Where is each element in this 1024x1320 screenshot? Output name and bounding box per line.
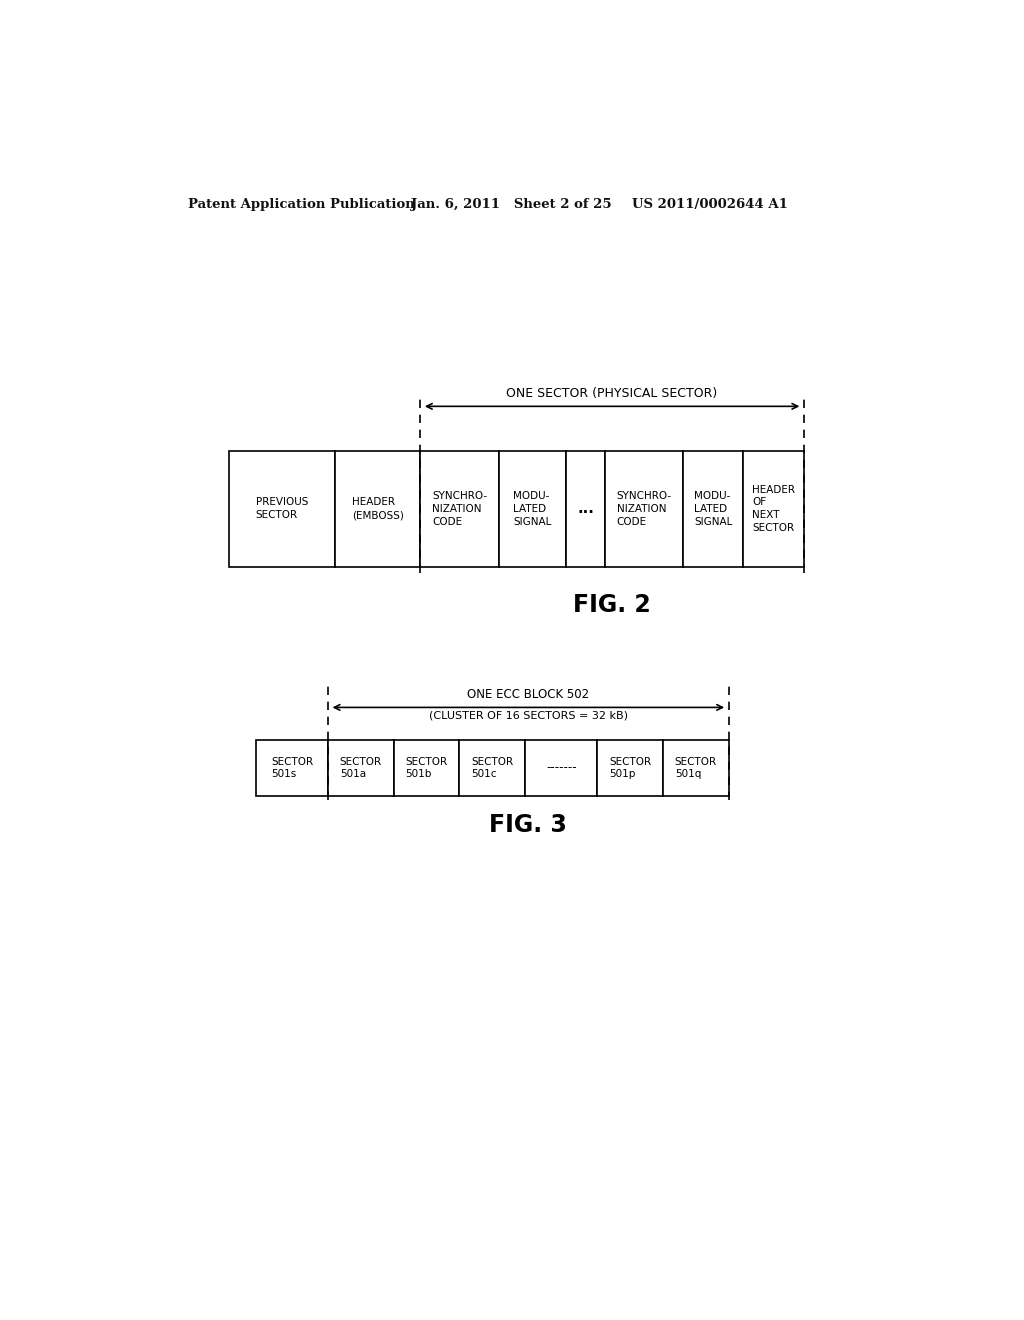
Bar	[683, 451, 743, 566]
Bar	[335, 451, 421, 566]
Bar	[228, 451, 335, 566]
Text: SECTOR
501q: SECTOR 501q	[675, 756, 717, 779]
Text: FIG. 3: FIG. 3	[489, 813, 567, 837]
Text: FIG. 2: FIG. 2	[573, 594, 651, 618]
Text: SECTOR
501a: SECTOR 501a	[340, 756, 382, 779]
Bar	[394, 739, 460, 796]
Text: HEADER
OF
NEXT
SECTOR: HEADER OF NEXT SECTOR	[752, 484, 795, 533]
Text: SECTOR
501s: SECTOR 501s	[271, 756, 313, 779]
Text: MODU-
LATED
SIGNAL: MODU- LATED SIGNAL	[694, 491, 732, 527]
Bar	[597, 739, 663, 796]
Text: PREVIOUS
SECTOR: PREVIOUS SECTOR	[256, 498, 308, 520]
Text: SECTOR
501b: SECTOR 501b	[406, 756, 447, 779]
Bar	[256, 739, 328, 796]
Bar	[663, 739, 729, 796]
Bar	[499, 451, 566, 566]
Text: SYNCHRO-
NIZATION
CODE: SYNCHRO- NIZATION CODE	[432, 491, 487, 527]
Bar	[460, 739, 525, 796]
Text: ONE ECC BLOCK 502: ONE ECC BLOCK 502	[467, 688, 590, 701]
Bar	[605, 451, 683, 566]
Text: SECTOR
501p: SECTOR 501p	[609, 756, 651, 779]
Text: ONE SECTOR (PHYSICAL SECTOR): ONE SECTOR (PHYSICAL SECTOR)	[507, 387, 718, 400]
Text: HEADER
(EMBOSS): HEADER (EMBOSS)	[352, 498, 403, 520]
Bar	[421, 451, 499, 566]
Text: Patent Application Publication: Patent Application Publication	[188, 198, 415, 211]
Text: -------: -------	[546, 762, 577, 775]
Text: MODU-
LATED
SIGNAL: MODU- LATED SIGNAL	[513, 491, 552, 527]
Text: US 2011/0002644 A1: US 2011/0002644 A1	[632, 198, 787, 211]
Text: SYNCHRO-
NIZATION
CODE: SYNCHRO- NIZATION CODE	[616, 491, 672, 527]
Bar	[566, 451, 605, 566]
Text: (CLUSTER OF 16 SECTORS = 32 kB): (CLUSTER OF 16 SECTORS = 32 kB)	[429, 710, 628, 721]
Text: SECTOR
501c: SECTOR 501c	[471, 756, 513, 779]
Text: Jan. 6, 2011   Sheet 2 of 25: Jan. 6, 2011 Sheet 2 of 25	[411, 198, 611, 211]
Bar	[525, 739, 597, 796]
Text: ...: ...	[578, 502, 594, 516]
Bar	[328, 739, 394, 796]
Bar	[743, 451, 804, 566]
